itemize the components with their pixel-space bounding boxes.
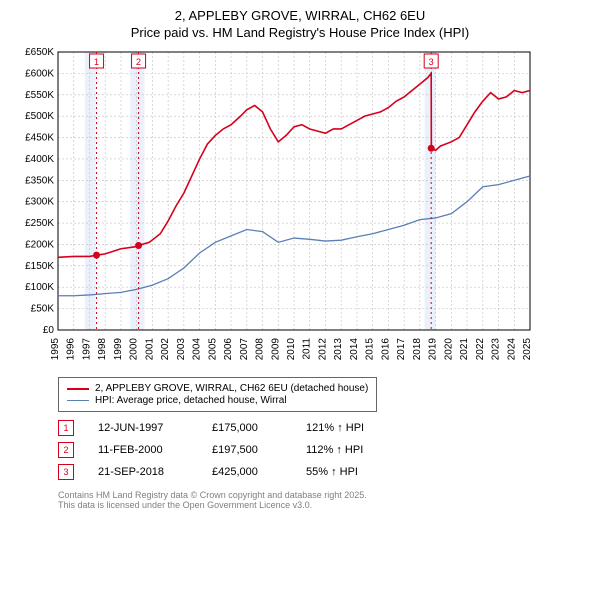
sale-row: 1 12-JUN-1997 £175,000 121% ↑ HPI	[58, 420, 590, 436]
x-axis-label: 2025	[522, 338, 533, 361]
title-line2: Price paid vs. HM Land Registry's House …	[10, 25, 590, 40]
chart-svg: £0 £50K £100K £150K £200K £250K £300K £350K £400…	[10, 46, 540, 366]
sale-row: 3 21-SEP-2018 £425,000 55% ↑ HPI	[58, 464, 590, 480]
sale-dot	[93, 252, 100, 259]
attribution-line1: Contains HM Land Registry data © Crown c…	[58, 490, 590, 500]
x-axis-label: 2019	[428, 338, 439, 361]
legend: 2, APPLEBY GROVE, WIRRAL, CH62 6EU (deta…	[58, 377, 377, 412]
sale-date: 12-JUN-1997	[98, 422, 188, 434]
x-axis-label: 2013	[333, 338, 344, 361]
x-axis-label: 2014	[349, 338, 360, 361]
x-axis-label: 2008	[255, 338, 266, 361]
chart-title: 2, APPLEBY GROVE, WIRRAL, CH62 6EU Price…	[10, 8, 590, 40]
sale-marker-num: 2	[136, 57, 141, 67]
attribution: Contains HM Land Registry data © Crown c…	[58, 490, 590, 510]
x-axis-label: 2023	[491, 338, 502, 361]
x-axis-label: 2006	[223, 338, 234, 361]
sale-date: 21-SEP-2018	[98, 466, 188, 478]
x-axis-label: 2016	[380, 338, 391, 361]
y-axis-label: £0	[43, 325, 55, 336]
x-axis-label: 2000	[129, 338, 140, 361]
x-axis-label: 2011	[302, 338, 313, 360]
sale-price: £175,000	[212, 422, 282, 434]
sales-table: 1 12-JUN-1997 £175,000 121% ↑ HPI 2 11-FEB-20…	[58, 420, 590, 480]
title-line1: 2, APPLEBY GROVE, WIRRAL, CH62 6EU	[10, 8, 590, 23]
y-axis-label: £300K	[25, 197, 54, 208]
y-axis-label: £250K	[25, 218, 54, 229]
legend-swatch	[67, 388, 89, 390]
sale-marker-icon: 1	[58, 420, 74, 436]
attribution-line2: This data is licensed under the Open Gov…	[58, 500, 590, 510]
y-axis-label: £50K	[31, 304, 55, 315]
x-axis-label: 2018	[412, 338, 423, 361]
sale-hpi: 55% ↑ HPI	[306, 466, 406, 478]
x-axis-label: 2010	[286, 338, 297, 361]
x-axis-label: 2024	[506, 338, 517, 361]
x-axis-label: 2017	[396, 338, 407, 361]
sale-price: £197,500	[212, 444, 282, 456]
x-axis-label: 2001	[144, 338, 155, 361]
x-axis-label: 2004	[192, 338, 203, 361]
x-axis-label: 1995	[50, 338, 61, 361]
sale-date: 11-FEB-2000	[98, 444, 188, 456]
x-axis-label: 2015	[365, 338, 376, 361]
legend-item: HPI: Average price, detached house, Wirr…	[67, 395, 368, 406]
x-axis-label: 2007	[239, 338, 250, 361]
y-axis-label: £100K	[25, 282, 54, 293]
sale-marker-icon: 3	[58, 464, 74, 480]
chart: £0 £50K £100K £150K £200K £250K £300K £350K £400…	[10, 46, 590, 371]
sale-hpi: 121% ↑ HPI	[306, 422, 406, 434]
sale-price: £425,000	[212, 466, 282, 478]
y-axis-label: £200K	[25, 239, 54, 250]
sale-dot	[135, 242, 142, 249]
y-axis-label: £400K	[25, 154, 54, 165]
shaded-band	[425, 52, 436, 330]
legend-swatch	[67, 400, 89, 401]
x-axis-label: 1997	[81, 338, 92, 361]
shaded-band	[85, 52, 96, 330]
y-axis-label: £500K	[25, 111, 54, 122]
x-axis-label: 1998	[97, 338, 108, 361]
y-axis-label: £350K	[25, 175, 54, 186]
sale-row: 2 11-FEB-2000 £197,500 112% ↑ HPI	[58, 442, 590, 458]
y-axis-label: £600K	[25, 68, 54, 79]
x-axis-label: 1999	[113, 338, 124, 361]
x-axis-label: 2009	[270, 338, 281, 361]
x-axis-label: 2012	[317, 338, 328, 361]
x-axis-label: 1996	[66, 338, 77, 361]
x-axis-label: 2021	[459, 338, 470, 361]
y-axis-label: £450K	[25, 133, 54, 144]
sale-hpi: 112% ↑ HPI	[306, 444, 406, 456]
x-axis-label: 2020	[443, 338, 454, 361]
x-axis-label: 2022	[475, 338, 486, 361]
y-axis-label: £650K	[25, 47, 54, 58]
y-axis-label: £150K	[25, 261, 54, 272]
sale-marker-num: 3	[429, 57, 434, 67]
legend-item: 2, APPLEBY GROVE, WIRRAL, CH62 6EU (deta…	[67, 383, 368, 394]
sale-dot	[428, 145, 435, 152]
x-axis-label: 2005	[207, 338, 218, 361]
sale-marker-icon: 2	[58, 442, 74, 458]
legend-label: HPI: Average price, detached house, Wirr…	[95, 395, 287, 406]
sale-marker-num: 1	[94, 57, 99, 67]
x-axis-label: 2002	[160, 338, 171, 361]
x-axis-label: 2003	[176, 338, 187, 361]
legend-label: 2, APPLEBY GROVE, WIRRAL, CH62 6EU (deta…	[95, 383, 368, 394]
y-axis-label: £550K	[25, 90, 54, 101]
